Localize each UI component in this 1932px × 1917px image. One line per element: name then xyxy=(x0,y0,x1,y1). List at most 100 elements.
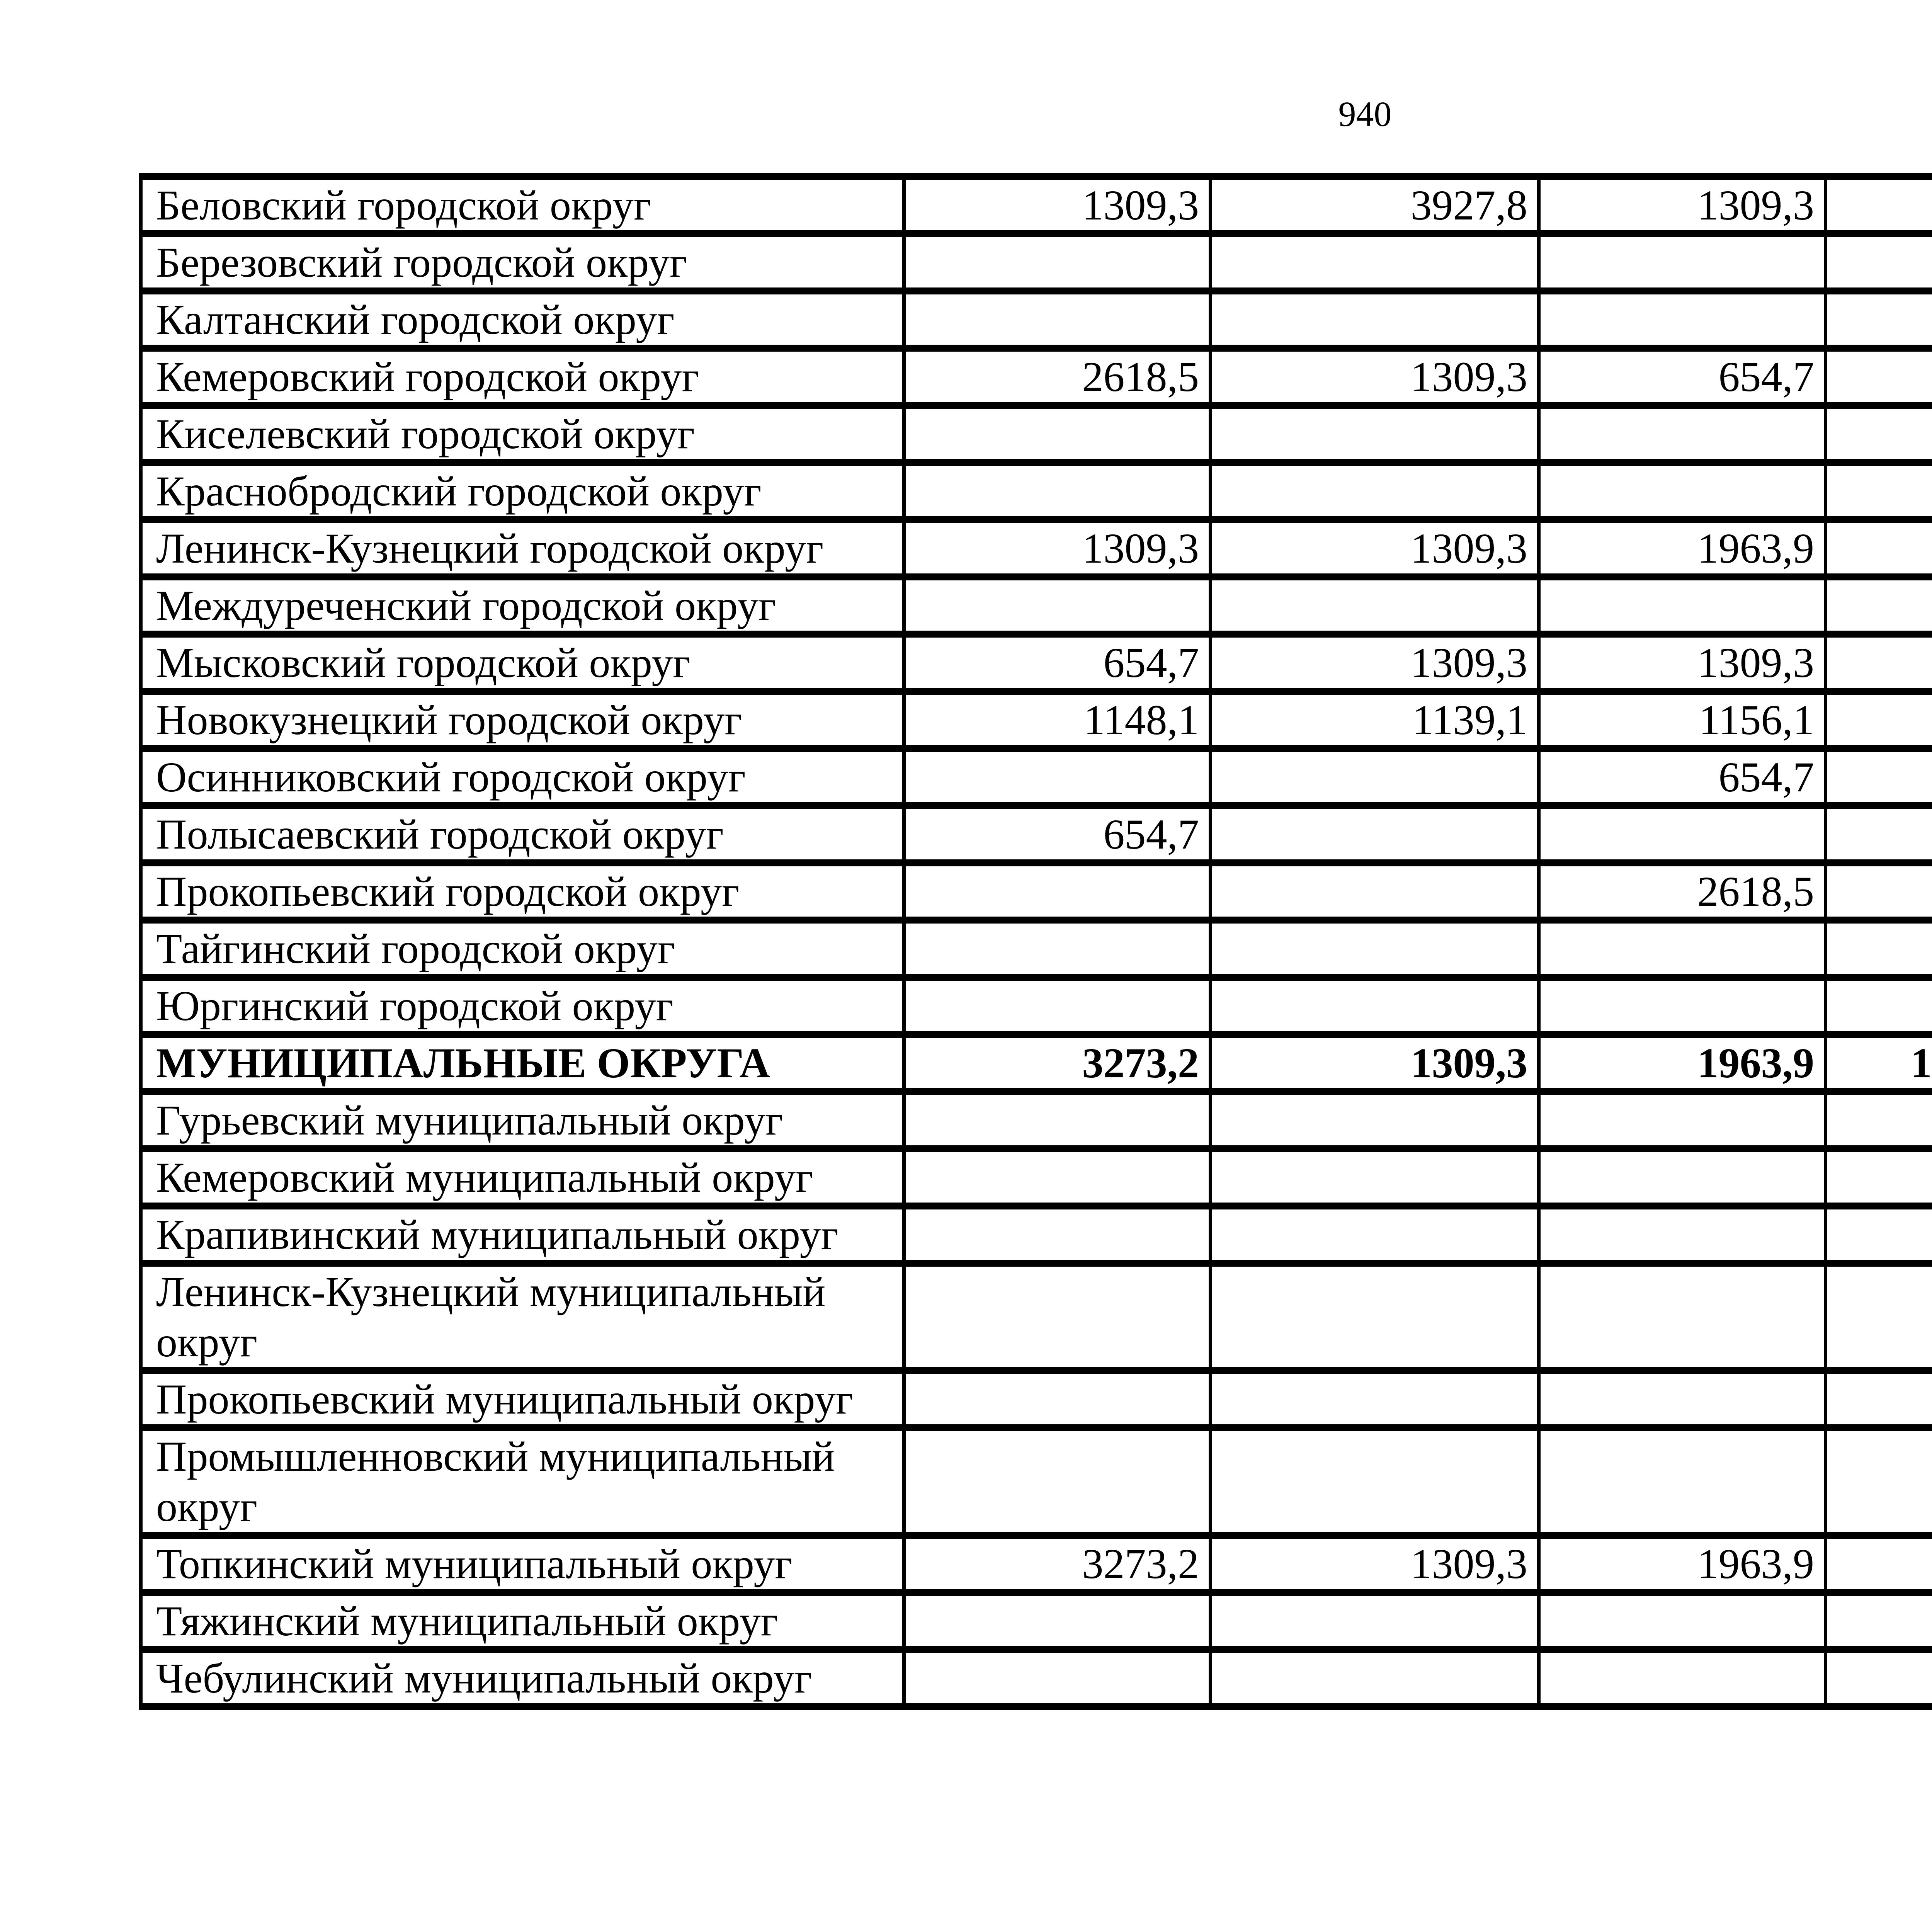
value-cell xyxy=(1824,1589,1932,1653)
municipality-name-cell: Киселевский городской округ xyxy=(139,402,906,466)
table-row: Беловский городской округ 1309,3 3927,8 130… xyxy=(139,173,1932,237)
value-cell xyxy=(1209,1203,1541,1267)
municipality-name-cell: Кемеровский муниципальный округ xyxy=(139,1145,906,1209)
municipality-name-cell: Прокопьевский городской округ xyxy=(139,859,906,924)
value-cell: 27690 xyxy=(1824,345,1932,409)
value-cell: 3273,2 xyxy=(902,1532,1212,1596)
table-row: Мысковский городской округ 654,7 1309,3 130… xyxy=(139,631,1932,695)
municipality-name-cell: Гурьевский муниципальный округ xyxy=(139,1088,906,1152)
municipality-name-cell: Тайгинский городской округ xyxy=(139,917,906,981)
value-cell xyxy=(1209,1367,1541,1431)
table-row: Междуреченский городской округ983,6983,6… xyxy=(139,573,1932,638)
table-row: Полысаевский городской округ654,72742,22… xyxy=(139,802,1932,866)
table-row: Осинниковский городской округ 654,75067,1… xyxy=(139,745,1932,809)
table-row: Крапивинский муниципальный округ48301400… xyxy=(139,1203,1932,1267)
table-row: Юргинский городской округ953895389538 xyxy=(139,974,1932,1038)
value-cell: 1139,1 xyxy=(1209,688,1541,752)
value-cell: 162891,3 xyxy=(1824,1031,1932,1095)
value-cell xyxy=(1537,1145,1827,1209)
value-cell xyxy=(902,459,1212,523)
value-cell: 1309,3 xyxy=(1209,345,1541,409)
value-cell: 654,7 xyxy=(1537,745,1827,809)
value-cell: 536,5 xyxy=(1824,1260,1932,1374)
municipality-name-cell: Тяжинский муниципальный округ xyxy=(139,1589,906,1653)
value-cell xyxy=(902,1088,1212,1152)
value-cell xyxy=(902,287,1212,352)
value-cell xyxy=(902,573,1212,638)
value-cell: 2618,5 xyxy=(1537,859,1827,924)
value-cell xyxy=(902,1203,1212,1267)
value-cell: 26922,5 xyxy=(1824,173,1932,237)
value-cell: 983,6 xyxy=(1824,573,1932,638)
table-row: Новокузнецкий городской округ 1148,1 1139,… xyxy=(139,688,1932,752)
value-cell xyxy=(1209,1646,1541,1710)
value-cell: 1309,3 xyxy=(1209,1532,1541,1596)
value-cell xyxy=(1537,402,1827,466)
municipality-name-cell: Ленинск-Кузнецкий городской округ xyxy=(139,516,906,580)
value-cell xyxy=(1537,287,1827,352)
value-cell xyxy=(1537,917,1827,981)
municipality-name-cell: Прокопьевский муниципальный округ xyxy=(139,1367,906,1431)
value-cell: 3273,2 xyxy=(902,1031,1212,1095)
value-cell: 33598,1 xyxy=(1824,1424,1932,1539)
municipality-name-cell: Новокузнецкий городской округ xyxy=(139,688,906,752)
municipality-name-cell: Ленинск-Кузнецкий муниципальный округ xyxy=(139,1260,906,1374)
value-cell xyxy=(1537,1646,1827,1710)
municipality-name-cell: Беловский городской округ xyxy=(139,173,906,237)
table-row: Кемеровский городской округ 2618,5 1309,3 6… xyxy=(139,345,1932,409)
value-cell xyxy=(1209,287,1541,352)
table-row: Тяжинский муниципальный округ1877,81877,… xyxy=(139,1589,1932,1653)
table-row: Прокопьевский муниципальный округ2661,73… xyxy=(139,1367,1932,1431)
table-row: МУНИЦИПАЛЬНЫЕ ОКРУГА3273,21309,31963,916… xyxy=(139,1031,1932,1095)
municipality-name-cell: Кемеровский городской округ xyxy=(139,345,906,409)
table-row: Чебулинский муниципальный округ2103,8953… xyxy=(139,1646,1932,1710)
value-cell xyxy=(1537,974,1827,1038)
value-cell xyxy=(1209,802,1541,866)
municipality-name-cell: Осинниковский городской округ xyxy=(139,745,906,809)
value-cell: 3927,8 xyxy=(1209,173,1541,237)
value-cell xyxy=(1537,1589,1827,1653)
value-cell: 5037,3 xyxy=(1824,287,1932,352)
value-cell: 4830 xyxy=(1824,1203,1932,1267)
value-cell: 40083,2 xyxy=(1824,1088,1932,1152)
value-cell xyxy=(1209,974,1541,1038)
value-cell xyxy=(1537,1088,1827,1152)
municipality-name-cell: Крапивинский муниципальный округ xyxy=(139,1203,906,1267)
value-cell xyxy=(902,1646,1212,1710)
value-cell xyxy=(1209,1088,1541,1152)
municipality-name-cell: Междуреченский городской округ xyxy=(139,573,906,638)
value-cell: 3278,7 xyxy=(1824,459,1932,523)
value-cell: 1309,3 xyxy=(902,173,1212,237)
value-cell xyxy=(1209,859,1541,924)
table-row: Калтанский городской округ5037,35037,350… xyxy=(139,287,1932,352)
value-cell: 2618,5 xyxy=(902,345,1212,409)
municipality-name-cell: Краснобродский городской округ xyxy=(139,459,906,523)
table-row: Киселевский городской округ103392295,122… xyxy=(139,402,1932,466)
municipal-budget-table: Беловский городской округ 1309,3 3927,8 130… xyxy=(139,173,1932,1710)
table-row: Ленинск-Кузнецкий городской округ 1309,3 1… xyxy=(139,516,1932,580)
value-cell xyxy=(902,1424,1212,1539)
value-cell: 2980,6 xyxy=(1824,1532,1932,1596)
municipality-name-cell: Промышленновский муниципальный округ xyxy=(139,1424,906,1539)
value-cell xyxy=(1209,1589,1541,1653)
value-cell xyxy=(902,1589,1212,1653)
value-cell: 654,7 xyxy=(902,631,1212,695)
value-cell: 5067,1 xyxy=(1824,745,1932,809)
value-cell: 1156,1 xyxy=(1537,688,1827,752)
value-cell xyxy=(1537,1203,1827,1267)
table-row: Тайгинский городской округ8523,51907,619… xyxy=(139,917,1932,981)
municipality-name-cell: Мысковский городской округ xyxy=(139,631,906,695)
value-cell: 1309,3 xyxy=(1209,516,1541,580)
table-row: Кемеровский муниципальный округ52236,436… xyxy=(139,1145,1932,1209)
value-cell xyxy=(902,745,1212,809)
value-cell xyxy=(1537,459,1827,523)
value-cell xyxy=(1209,459,1541,523)
page-number: 940 xyxy=(1338,94,1392,134)
value-cell xyxy=(1824,802,1932,866)
value-cell: 57233 xyxy=(1824,688,1932,752)
value-cell: 1309,3 xyxy=(1209,631,1541,695)
value-cell xyxy=(902,1367,1212,1431)
table-row: Березовский городской округ1341,31341,3 xyxy=(139,230,1932,294)
value-cell xyxy=(1824,516,1932,580)
municipality-name-cell: Топкинский муниципальный округ xyxy=(139,1532,906,1596)
